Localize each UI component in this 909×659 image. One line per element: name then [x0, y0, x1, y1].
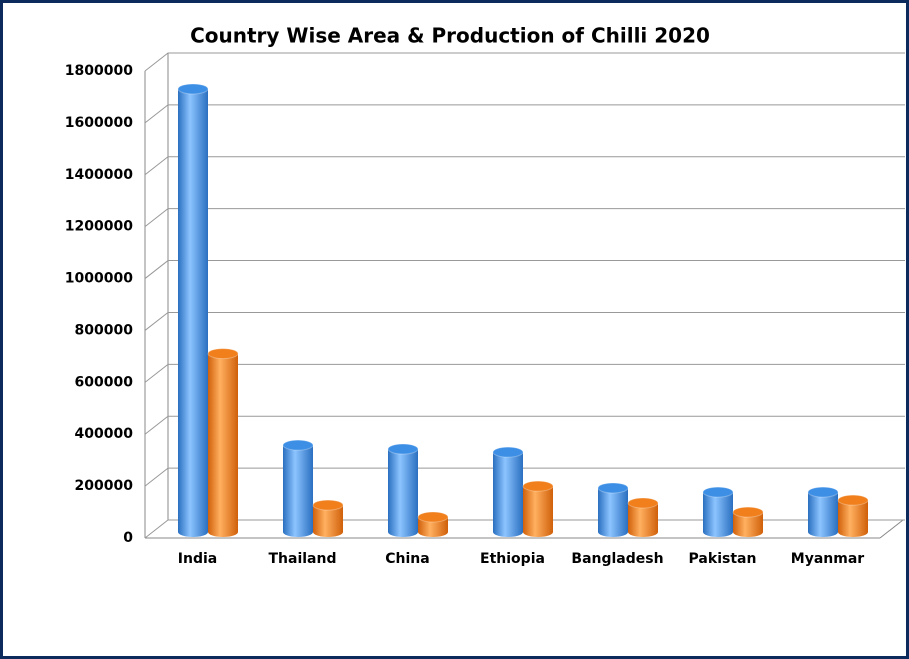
bar	[492, 446, 524, 537]
bar	[522, 480, 554, 537]
bar	[282, 439, 314, 537]
x-tick-label: Myanmar	[791, 551, 865, 567]
grid-line	[144, 363, 905, 383]
grid-line	[144, 415, 905, 435]
bar	[597, 482, 629, 537]
bar	[837, 494, 869, 537]
y-tick-label: 1800000	[65, 63, 133, 79]
bar	[732, 506, 764, 537]
chart-title: Country Wise Area & Production of Chilli…	[190, 24, 710, 48]
grid-line	[144, 519, 905, 539]
grid-line	[144, 467, 905, 487]
y-tick-label: 400000	[75, 426, 134, 442]
x-tick-label: India	[178, 551, 217, 567]
y-tick-label: 1200000	[65, 219, 133, 235]
y-tick-label: 1400000	[65, 167, 133, 183]
y-tick-label: 200000	[75, 478, 134, 494]
x-tick-label: Ethiopia	[480, 551, 545, 567]
bar	[177, 83, 209, 537]
y-tick-label: 600000	[75, 374, 134, 390]
y-tick-label: 1600000	[65, 115, 133, 131]
y-tick-label: 0	[123, 530, 133, 546]
grid-line	[144, 52, 905, 72]
bar	[807, 486, 839, 537]
grid-line	[144, 156, 905, 176]
x-tick-label: Pakistan	[689, 551, 757, 567]
grid-line	[144, 208, 905, 228]
grid-line	[144, 311, 905, 331]
grid-line	[144, 104, 905, 124]
y-tick-label: 1000000	[65, 271, 133, 287]
bar	[312, 499, 344, 537]
bar	[417, 511, 449, 537]
grid-line	[144, 260, 905, 279]
floor-line	[879, 519, 904, 539]
bar	[702, 486, 734, 537]
x-tick-label: Bangladesh	[571, 551, 663, 567]
x-tick-label: China	[385, 551, 429, 567]
bar	[387, 443, 419, 537]
y-tick-label: 800000	[75, 322, 134, 338]
x-tick-label: Thailand	[269, 551, 337, 567]
bar	[207, 348, 239, 537]
bar	[627, 497, 659, 537]
